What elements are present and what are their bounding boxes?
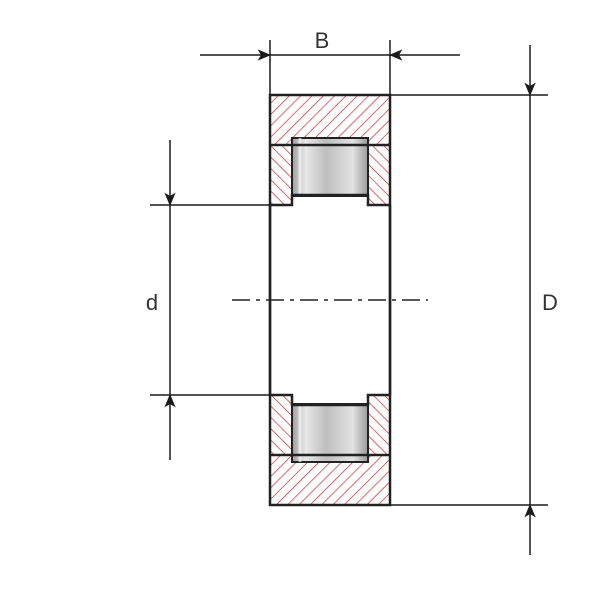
label-D: D: [542, 290, 558, 315]
roller-top: [292, 138, 368, 196]
roller-bottom: [292, 404, 368, 462]
label-d: d: [146, 290, 158, 315]
dimension-d: [150, 140, 270, 460]
label-B: B: [315, 28, 330, 53]
dimension-B: [200, 40, 460, 95]
bearing-cross-section-diagram: B d D: [0, 0, 600, 600]
